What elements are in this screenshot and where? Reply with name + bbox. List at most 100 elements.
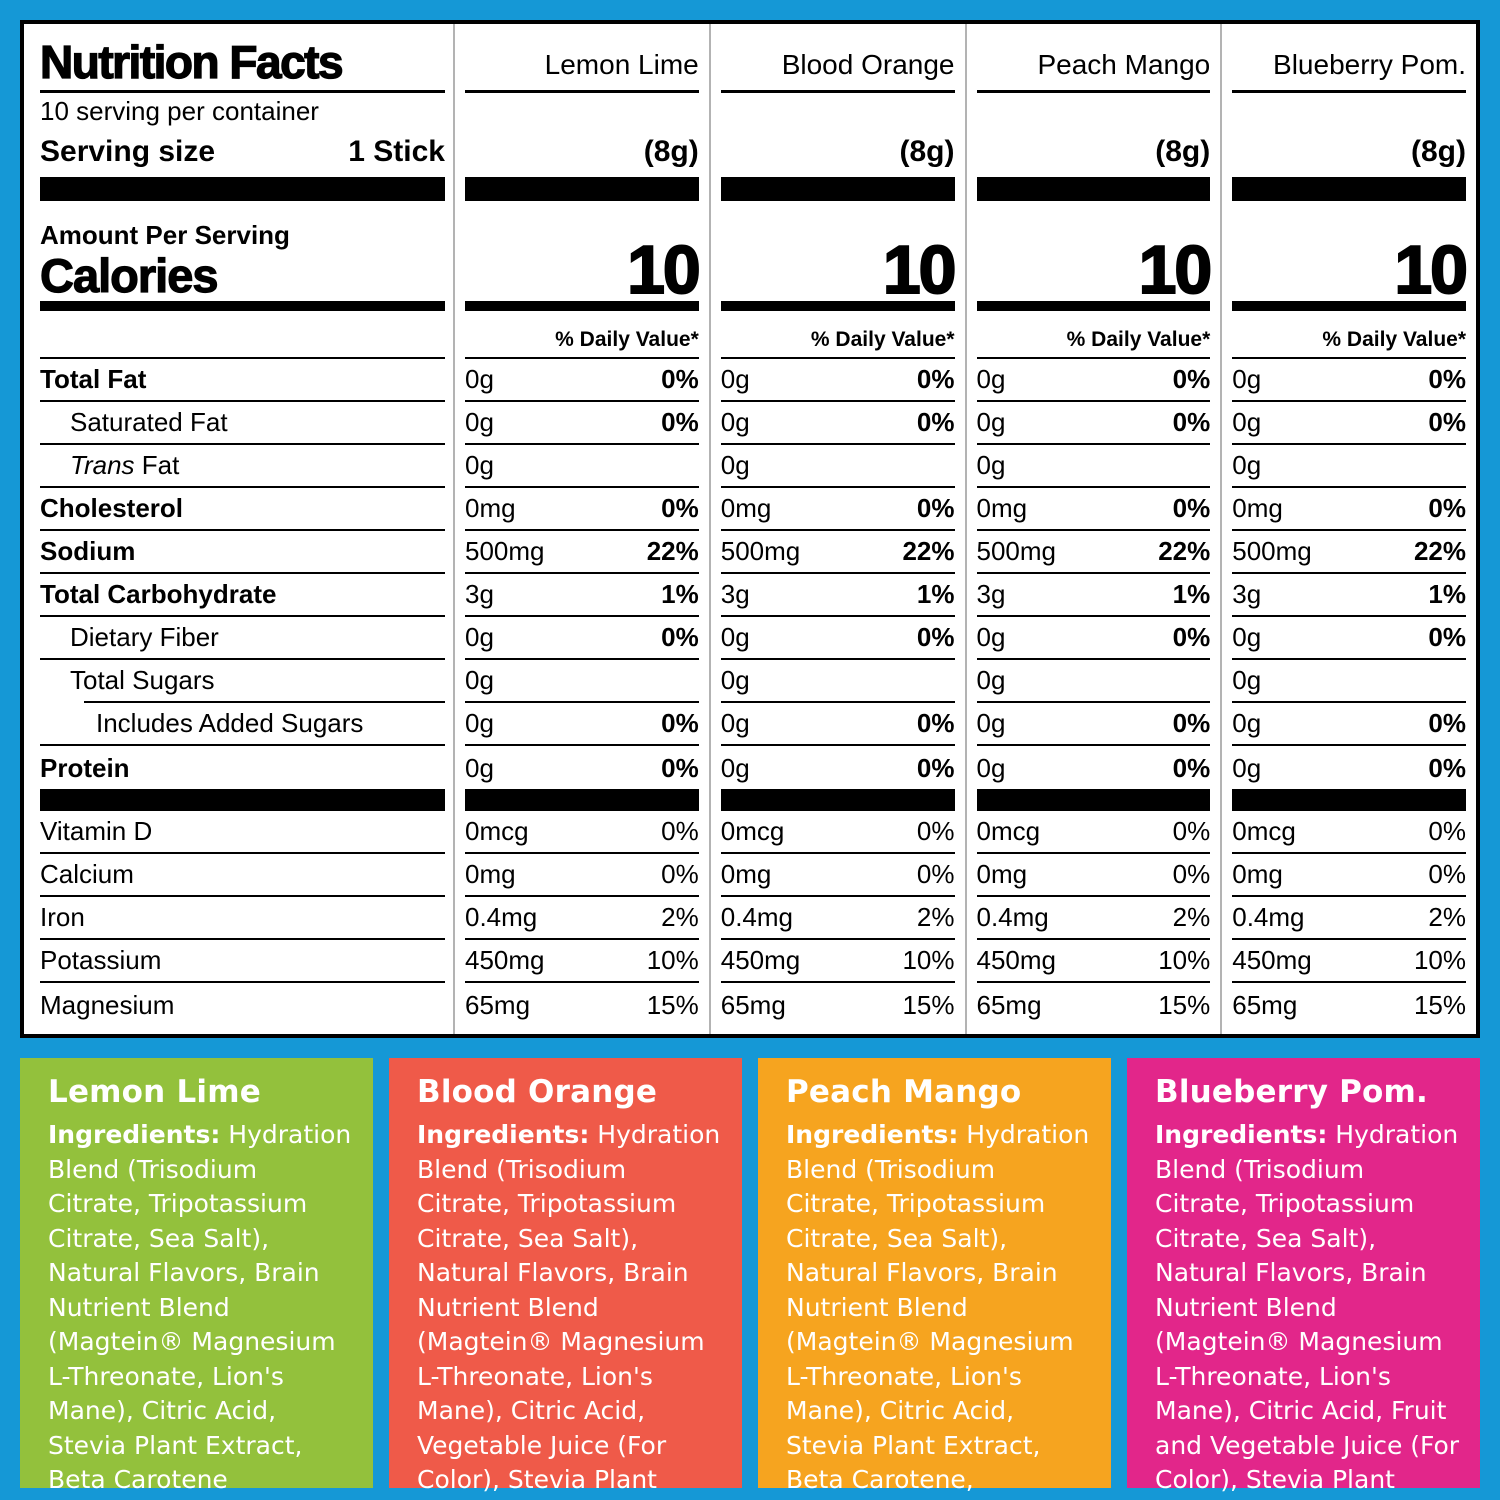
value-row-potassium: 450mg 10% [1232, 940, 1466, 983]
value-row-total-sugars: 0g [465, 660, 699, 703]
value-row-total-sugars: 0g [976, 660, 1211, 703]
nutrition-facts-table: Nutrition Facts 10 serving per container… [20, 20, 1480, 1038]
value-row-added-sugars: 0g 0% [465, 703, 699, 746]
ingredients-label: Ingredients: [1155, 1120, 1328, 1149]
ingredient-panel-lemon-lime: Lemon Lime Ingredients: Hydration Blend … [20, 1058, 373, 1494]
mid-divider-bar [1232, 789, 1466, 811]
micro-label-potassium: Potassium [40, 940, 445, 983]
daily-value-spacer-row [40, 311, 445, 359]
value-row-saturated-fat: 0g 0% [1232, 402, 1466, 445]
value-row-iron: 0.4mg 2% [465, 897, 699, 940]
daily-value-header: % Daily Value* [465, 311, 699, 359]
panel-title: Lemon Lime [48, 1074, 261, 1110]
serving-weight: (8g) [1411, 135, 1466, 168]
value-row-saturated-fat: 0g 0% [976, 402, 1211, 445]
nutrient-label-total-carbohydrate: Total Carbohydrate [40, 574, 445, 617]
value-row-total-fat: 0g 0% [465, 359, 699, 402]
flavor-name: Blueberry Pom. [1232, 24, 1466, 93]
value-row-total-fat: 0g 0% [1232, 359, 1466, 402]
value-row-iron: 0.4mg 2% [720, 897, 955, 940]
ingredients-label: Ingredients: [786, 1120, 959, 1149]
value-row-calcium: 0mg 0% [465, 854, 699, 897]
value-row-total-fat: 0g 0% [976, 359, 1211, 402]
value-row-sodium: 500mg 22% [1232, 531, 1466, 574]
nutrient-label-total-sugars: Total Sugars [70, 665, 215, 695]
nutrition-facts-title: Nutrition Facts [39, 35, 344, 88]
value-row-total-fat: 0g 0% [720, 359, 955, 402]
value-row-calcium: 0mg 0% [720, 854, 955, 897]
value-row-dietary-fiber: 0g 0% [465, 617, 699, 660]
flavor-name: Peach Mango [976, 24, 1211, 93]
indented-rule [84, 701, 445, 703]
value-row-trans-fat: 0g [1232, 445, 1466, 488]
ingredients-label: Ingredients: [48, 1120, 221, 1149]
value-row-protein: 0g 0% [465, 753, 699, 783]
value-row-total-sugars: 0g [1232, 660, 1466, 703]
value-row-dietary-fiber: 0g 0% [976, 617, 1211, 660]
calories-value-row: 10 [465, 205, 702, 311]
ingredient-panel-blueberry-pom: Blueberry Pom. Ingredients: Hydration Bl… [1127, 1058, 1480, 1500]
value-row-cholesterol: 0mg 0% [1232, 488, 1466, 531]
value-row-total-carbohydrate: 3g 1% [976, 574, 1211, 617]
serving-size-value: 1 Stick [348, 135, 445, 168]
mid-divider-bar [465, 789, 699, 811]
nutrient-label-dietary-fiber: Dietary Fiber [40, 617, 445, 660]
nutrition-facts-title-row: Nutrition Facts [39, 24, 445, 93]
nutrition-label-column: Nutrition Facts 10 serving per container… [39, 24, 453, 1034]
flavor-column-blood-orange: Blood Orange (8g) 10 % Daily Value* 0g 0%… [708, 24, 965, 1034]
value-row-saturated-fat: 0g 0% [465, 402, 699, 445]
calories-value: 10 [626, 231, 702, 308]
value-row-dietary-fiber: 0g 0% [720, 617, 955, 660]
value-row-protein: 0g 0% [720, 753, 955, 783]
panel-ingredients: Ingredients: Hydration Blend (Trisodium … [786, 1118, 1095, 1500]
value-row-cholesterol: 0mg 0% [465, 488, 699, 531]
value-row-potassium: 450mg 10% [465, 940, 699, 983]
thick-divider-bar [1232, 177, 1466, 201]
serving-size-row: Serving size 1 Stick [40, 129, 445, 175]
value-row-vitamin-d: 0mcg 0% [1232, 811, 1466, 854]
panel-title: Peach Mango [786, 1074, 1022, 1110]
daily-value-header: % Daily Value* [976, 311, 1211, 359]
ingredient-panels: Lemon Lime Ingredients: Hydration Blend … [20, 1058, 1480, 1500]
value-row-magnesium: 65mg 15% [465, 990, 699, 1020]
value-row-trans-fat: 0g [976, 445, 1211, 488]
ingredients-text: Hydration Blend (Trisodium Citrate, Trip… [417, 1120, 721, 1500]
serving-weight: (8g) [899, 135, 955, 168]
value-row-added-sugars: 0g 0% [1232, 703, 1466, 746]
serving-weight: (8g) [643, 135, 699, 168]
value-row-vitamin-d: 0mcg 0% [465, 811, 699, 854]
servings-per-container: 10 serving per container [40, 96, 319, 126]
value-row-cholesterol: 0mg 0% [976, 488, 1211, 531]
nutrient-label-added-sugars: Includes Added Sugars [40, 703, 445, 746]
flavor-column-blueberry-pom: Blueberry Pom. (8g) 10 % Daily Value* 0g… [1220, 24, 1476, 1034]
value-row-added-sugars: 0g 0% [976, 703, 1211, 746]
calories-value-row: 10 [720, 205, 957, 311]
micro-label-calcium: Calcium [40, 854, 445, 897]
value-row-sodium: 500mg 22% [976, 531, 1211, 574]
micro-label-iron: Iron [40, 897, 445, 940]
value-row-total-sugars: 0g [720, 660, 955, 703]
calories-value-row: 10 [976, 205, 1214, 311]
ingredients-text: Hydration Blend (Trisodium Citrate, Trip… [1155, 1120, 1460, 1500]
mid-divider-bar [976, 789, 1211, 811]
value-row-sodium: 500mg 22% [465, 531, 699, 574]
value-row-protein: 0g 0% [976, 753, 1211, 783]
nutrient-label-protein: Protein [40, 753, 130, 783]
serving-weight: (8g) [1155, 135, 1211, 168]
daily-value-header: % Daily Value* [720, 311, 955, 359]
value-row-total-carbohydrate: 3g 1% [1232, 574, 1466, 617]
nutrient-label-cholesterol: Cholesterol [40, 488, 445, 531]
value-row-iron: 0.4mg 2% [976, 897, 1211, 940]
nutrient-label-trans-fat: Trans Fat [40, 445, 445, 488]
value-row-protein: 0g 0% [1232, 753, 1466, 783]
thick-divider-bar [976, 177, 1211, 201]
value-row-magnesium: 65mg 15% [976, 990, 1211, 1020]
calories-value: 10 [1138, 231, 1214, 308]
value-row-vitamin-d: 0mcg 0% [720, 811, 955, 854]
nutrient-label-saturated-fat: Saturated Fat [40, 402, 445, 445]
value-row-trans-fat: 0g [465, 445, 699, 488]
nutrient-label-sodium: Sodium [40, 531, 445, 574]
amount-per-serving-label: Amount Per Serving [40, 219, 290, 250]
value-row-total-carbohydrate: 3g 1% [465, 574, 699, 617]
